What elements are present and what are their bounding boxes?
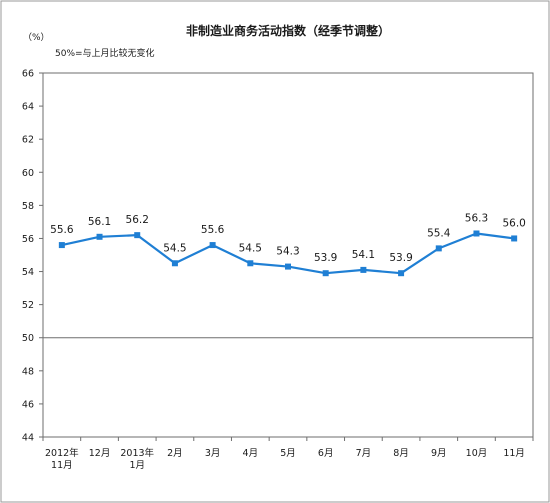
y-tick-label: 62 [22, 135, 34, 146]
data-point [134, 232, 141, 239]
y-tick-label: 44 [22, 433, 34, 444]
y-tick-label: 50 [22, 333, 34, 344]
y-tick-label: 58 [22, 201, 34, 212]
y-tick-label: 60 [22, 168, 34, 179]
data-point [473, 230, 480, 237]
data-point [209, 242, 216, 249]
y-tick-label: 64 [22, 102, 34, 113]
data-label: 53.9 [314, 252, 337, 264]
y-tick-label: 48 [22, 366, 34, 377]
data-point [171, 260, 178, 267]
x-tick-label: 2013年 [120, 447, 154, 459]
data-labels: 55.6 56.1 56.2 54.5 55.6 54.5 54.3 53.9 54.1 53.9… [50, 212, 526, 264]
data-label: 55.6 [201, 224, 225, 236]
x-tick-label: 9月 [431, 448, 447, 459]
x-tick-label: 10月 [466, 448, 488, 459]
data-label: 54.5 [239, 242, 262, 254]
y-tick-label: 54 [22, 267, 34, 278]
data-point [96, 233, 103, 240]
x-tick-label: 7月 [356, 448, 372, 459]
data-label: 54.1 [352, 249, 375, 261]
baseline-note: 50%=与上月比较无变化 [55, 47, 155, 59]
y-unit-label: （%） [23, 32, 50, 43]
plot-area [42, 72, 534, 438]
x-tick-label: 1月 [129, 460, 145, 471]
x-tick-label: 4月 [243, 448, 259, 459]
x-tick-label: 11月 [51, 460, 73, 471]
data-point [435, 245, 442, 252]
y-tick-label: 56 [22, 234, 34, 245]
data-point [285, 263, 291, 270]
chart-title: 非制造业商务活动指数（经季节调整） [186, 23, 390, 38]
data-label: 56.3 [465, 212, 488, 224]
x-tick-label: 12月 [89, 448, 111, 459]
x-tick-label: 11月 [503, 448, 525, 459]
data-label: 56.1 [88, 216, 111, 228]
series-group [58, 230, 518, 277]
data-label: 56.2 [126, 214, 149, 226]
x-tick-label: 2012年 [45, 447, 79, 459]
x-tick-label: 5月 [280, 448, 296, 459]
y-tick-label: 66 [22, 69, 34, 80]
data-label: 55.6 [50, 224, 74, 236]
data-point [511, 235, 518, 242]
x-tick-label: 8月 [393, 448, 409, 459]
y-tick-label: 52 [22, 300, 34, 311]
data-point [398, 270, 405, 277]
data-label: 56.0 [502, 217, 525, 229]
data-point [360, 266, 367, 273]
y-tick-label: 46 [22, 399, 34, 410]
x-tick-label: 6月 [318, 448, 334, 459]
data-label: 54.3 [276, 246, 299, 258]
data-point [247, 260, 254, 267]
data-point [322, 270, 329, 277]
x-tick-label: 3月 [205, 448, 221, 459]
data-label: 53.9 [389, 252, 412, 264]
y-axis: 44 46 48 50 52 54 56 58 60 62 64 66 [22, 69, 43, 444]
data-label: 55.4 [427, 227, 451, 239]
data-point [58, 242, 65, 249]
x-tick-label: 2月 [167, 448, 183, 459]
data-label: 54.5 [163, 242, 186, 254]
